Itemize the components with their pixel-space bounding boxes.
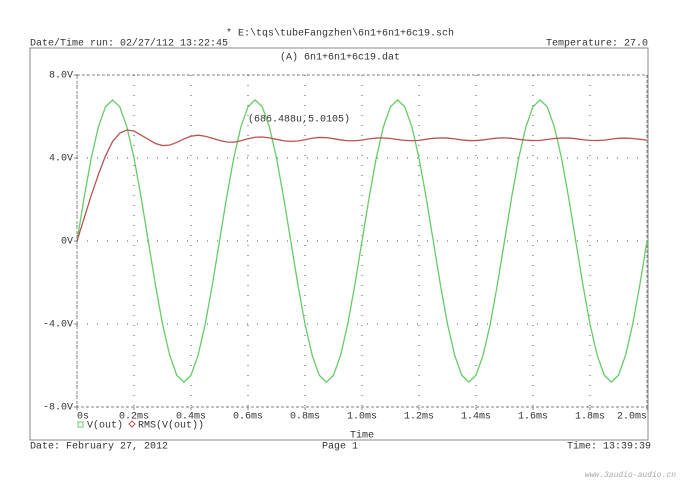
y-tick-label: -8.0V <box>43 403 73 414</box>
x-tick-label: 0.4ms <box>176 412 206 423</box>
y-tick-label: 4.0V <box>49 154 73 165</box>
legend-symbol <box>77 421 84 428</box>
footer-time: Time: 13:39:39 <box>567 441 651 453</box>
legend-label: V(out) <box>87 420 123 432</box>
watermark: www.3audio-audio.cn <box>585 471 676 480</box>
series-line <box>76 98 648 384</box>
x-tick-label: 0s <box>77 412 89 423</box>
x-tick-label: 1.4ms <box>461 412 491 423</box>
y-tick-label: -4.0V <box>43 320 73 331</box>
series-line <box>76 129 648 242</box>
footer-page: Page 1 <box>322 442 358 453</box>
x-tick-label: 1.0ms <box>347 412 377 423</box>
y-tick-label: 0V <box>61 237 73 248</box>
legend-symbol <box>128 420 136 428</box>
temperature: Temperature: 27.0 <box>546 39 648 50</box>
x-tick-label: 2.0ms <box>617 412 647 423</box>
x-tick-label: 1.2ms <box>404 412 434 423</box>
annotation: (686.488u,5.0105) <box>248 114 350 126</box>
outer-frame <box>29 47 649 441</box>
x-tick-label: 0.6ms <box>233 412 263 423</box>
x-tick-label: 0.2ms <box>119 412 149 423</box>
x-tick-label: 0.8ms <box>290 412 320 423</box>
file-name: * E:\tqs\tubeFangzhen\6n1+6n1+6c19.sch <box>226 28 454 40</box>
run-info: Date/Time run: 02/27/112 13:22:45 <box>30 38 228 50</box>
x-tick-label: 1.8ms <box>575 412 605 423</box>
y-tick-label: 8.0V <box>49 71 73 82</box>
footer-date: Date: February 27, 2012 <box>30 441 168 453</box>
chart-title: (A) 6n1+6n1+6c19.dat <box>280 52 400 64</box>
x-axis-label: Time <box>350 430 374 442</box>
x-tick-label: 1.6ms <box>518 412 548 423</box>
legend-label: RMS(V(out)) <box>138 420 204 432</box>
